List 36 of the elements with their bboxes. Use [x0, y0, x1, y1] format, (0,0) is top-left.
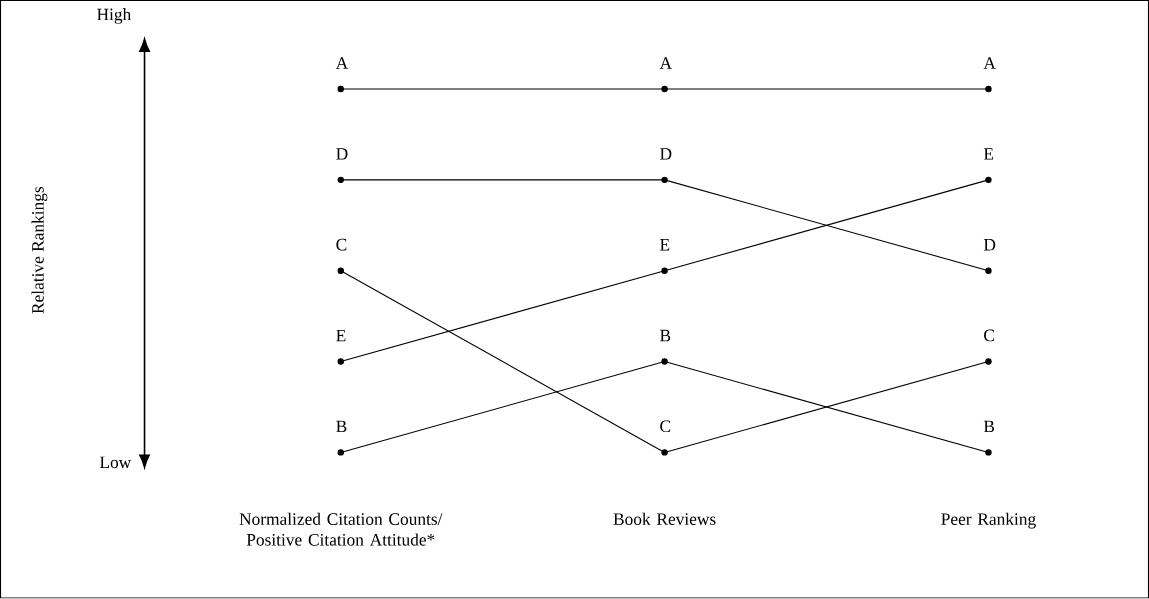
- x-tick-label: Normalized Citation Counts/ Positive Citation Attitude*: [239, 513, 443, 546]
- text: Low: [99, 456, 132, 469]
- text: High: [97, 8, 132, 25]
- point: [985, 86, 992, 93]
- series-label: A: [335, 57, 349, 69]
- series-label: D: [336, 148, 348, 160]
- point: [337, 176, 344, 184]
- point: [661, 86, 668, 93]
- point: [661, 449, 668, 456]
- point: [337, 449, 344, 456]
- text: Relative Rankings: [31, 187, 48, 314]
- x-tick-label: Book Reviews: [613, 513, 716, 526]
- point: [337, 267, 344, 275]
- text: D: [660, 148, 672, 160]
- text: C: [336, 239, 347, 251]
- point: [337, 86, 344, 93]
- text: A: [659, 57, 672, 69]
- point: [985, 358, 992, 366]
- text: C: [984, 329, 994, 342]
- series-label: E: [336, 330, 346, 342]
- series-label: B: [336, 420, 347, 433]
- series-label: C: [660, 420, 671, 433]
- point: [985, 449, 992, 456]
- point: [337, 358, 344, 366]
- text: B: [660, 330, 671, 342]
- text: B: [983, 420, 995, 433]
- text: E: [983, 148, 994, 160]
- text: A: [983, 57, 996, 69]
- text: E: [660, 239, 670, 251]
- point: [661, 358, 668, 366]
- point: [985, 176, 992, 184]
- point: [985, 267, 992, 275]
- point: [661, 176, 668, 184]
- point: [661, 267, 668, 275]
- x-tick-label: Peer Ranking: [941, 513, 1036, 529]
- text: D: [983, 239, 996, 251]
